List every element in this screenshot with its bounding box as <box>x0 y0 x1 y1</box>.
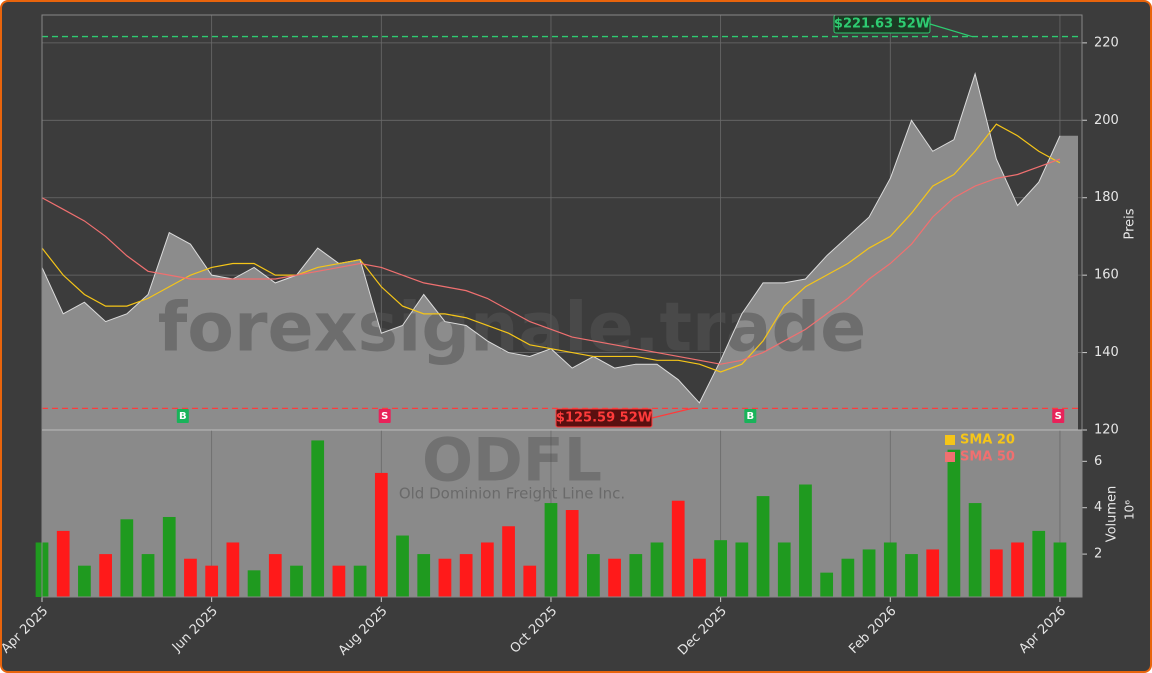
x-tick-label: Oct 2025 <box>507 604 560 657</box>
volume-bar <box>311 440 325 597</box>
volume-bar <box>693 558 706 597</box>
volume-bar <box>141 554 155 597</box>
volume-bar <box>502 526 515 597</box>
legend-label: SMA 20 <box>960 433 1015 448</box>
volume-bar <box>56 530 70 597</box>
volume-bar <box>756 496 770 597</box>
y-axis-label: Preis <box>1123 208 1138 239</box>
volume-bar <box>608 558 621 597</box>
y-tick-label: 120 <box>1094 423 1119 438</box>
legend-swatch <box>945 452 955 462</box>
plot-frame <box>41 14 1083 598</box>
signal-box <box>744 409 757 423</box>
volume-bar <box>820 572 834 597</box>
legend-label: SMA 50 <box>960 450 1015 465</box>
company-watermark: Old Dominion Freight Line Inc. <box>399 485 625 503</box>
x-tick-label: Jun 2025 <box>169 604 221 656</box>
volume-bar <box>523 565 537 597</box>
y-tick-label: 200 <box>1094 113 1119 128</box>
y2-axis-label: Volumen <box>1105 486 1120 543</box>
volume-bar <box>905 554 918 597</box>
volume-bar <box>799 484 812 597</box>
volume-bar <box>968 503 982 597</box>
volume-bar <box>671 500 685 597</box>
x-tick-label: Apr 2026 <box>1016 604 1069 657</box>
volume-bar <box>735 542 749 597</box>
signal-label: S <box>1055 411 1062 422</box>
y-tick-label: 160 <box>1094 268 1119 283</box>
volume-bar <box>438 558 452 597</box>
low-arrow <box>651 407 693 419</box>
x-tick-label: Dec 2025 <box>675 604 730 659</box>
volume-bar <box>544 503 558 597</box>
volume-bar <box>353 565 367 597</box>
volume-bar <box>374 472 388 597</box>
y2-tick-label: 2 <box>1094 547 1102 562</box>
high-label: $221.63 52W <box>834 17 930 32</box>
volume-bar <box>396 535 409 597</box>
volume-bar <box>99 554 112 597</box>
volume-bar <box>332 565 346 597</box>
volume-bar <box>1011 542 1024 597</box>
volume-bar <box>862 549 876 597</box>
watermark: forexsignale.trade <box>158 289 867 368</box>
volume-bar <box>777 542 791 597</box>
volume-bar <box>883 542 897 597</box>
volume-bar <box>1053 542 1067 597</box>
legend-swatch <box>945 435 955 445</box>
volume-bar <box>162 516 176 597</box>
signal-box <box>1052 409 1065 423</box>
signal-label: S <box>381 411 388 422</box>
symbol-watermark: ODFL <box>422 426 602 496</box>
volume-bar <box>417 554 431 597</box>
y-tick-label: 180 <box>1094 190 1119 205</box>
volume-bar <box>290 565 303 597</box>
volume-bar <box>480 542 494 597</box>
y-tick-label: 140 <box>1094 345 1119 360</box>
volume-bar <box>989 549 1003 597</box>
volume-bar <box>268 554 282 597</box>
signal-box <box>378 409 391 423</box>
volume-bar <box>947 449 961 597</box>
volume-bar <box>629 554 643 597</box>
x-tick-label: Apr 2025 <box>2 604 51 657</box>
volume-bar <box>247 570 261 597</box>
low-label: $125.59 52W <box>556 411 652 426</box>
volume-bar <box>184 558 197 597</box>
y2-tick-label: 4 <box>1094 500 1102 515</box>
y2-tick-label: 6 <box>1094 454 1102 469</box>
x-tick-label: Feb 2026 <box>846 604 899 657</box>
y-tick-label: 220 <box>1094 35 1119 50</box>
signal-box <box>176 409 189 423</box>
signal-label: B <box>179 411 187 422</box>
volume-bar <box>459 554 473 597</box>
x-tick-label: Aug 2025 <box>336 604 391 659</box>
volume-bar <box>226 542 240 597</box>
sma-line <box>41 158 1061 365</box>
volume-bar <box>78 565 91 597</box>
volume-bar <box>841 558 855 597</box>
volume-bar <box>120 519 134 597</box>
y2-axis-unit: 10⁶ <box>1123 500 1137 520</box>
volume-bar <box>587 554 600 597</box>
volume-bar <box>714 540 727 597</box>
volume-bar <box>926 549 940 597</box>
volume-bar <box>650 542 664 597</box>
sma-line <box>41 123 1061 373</box>
volume-bar <box>1032 530 1046 597</box>
close-area-fill <box>42 73 1078 430</box>
volume-bar <box>205 565 219 597</box>
high-arrow <box>929 23 973 38</box>
signal-label: B <box>747 411 755 422</box>
volume-bar <box>565 510 579 597</box>
